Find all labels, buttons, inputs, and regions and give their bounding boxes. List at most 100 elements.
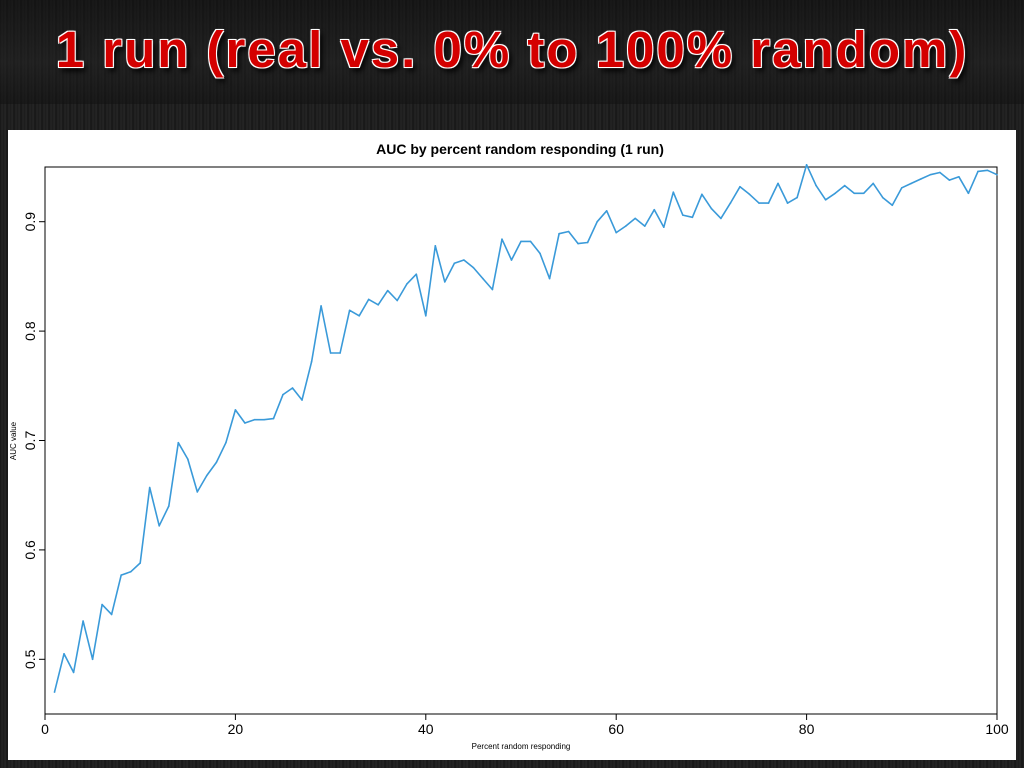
data-point <box>377 304 380 306</box>
data-point <box>739 185 741 188</box>
data-point <box>520 240 522 243</box>
data-point <box>767 202 770 204</box>
data-point <box>663 226 665 228</box>
data-point <box>710 207 713 210</box>
data-point <box>539 252 541 255</box>
x-tick-label: 100 <box>985 721 1009 737</box>
data-points <box>53 164 998 693</box>
data-point <box>291 387 294 389</box>
data-point <box>491 288 494 291</box>
data-point <box>310 360 313 363</box>
data-point <box>158 525 161 527</box>
data-point <box>120 574 122 576</box>
data-point <box>586 241 589 244</box>
data-point <box>472 266 475 269</box>
data-point <box>272 417 275 420</box>
data-point <box>777 182 779 185</box>
data-point <box>920 178 922 180</box>
data-point <box>596 220 598 223</box>
data-point <box>425 314 427 317</box>
data-point <box>805 164 808 166</box>
data-point <box>348 309 351 312</box>
data-point <box>529 240 532 243</box>
data-point <box>929 173 932 176</box>
data-point <box>463 259 465 261</box>
data-point <box>796 196 798 199</box>
chart-title: AUC by percent random responding (1 run) <box>376 141 664 157</box>
data-point <box>453 262 456 265</box>
data-point <box>567 230 570 233</box>
data-point <box>253 418 256 421</box>
y-tick-label: 0.8 <box>22 321 38 341</box>
title-bar <box>0 0 1024 104</box>
data-point <box>91 658 94 661</box>
data-point <box>634 217 637 220</box>
data-point <box>444 281 446 283</box>
data-point <box>701 193 703 196</box>
data-point <box>187 458 189 460</box>
data-point <box>148 486 151 489</box>
data-point <box>482 277 484 280</box>
data-point <box>510 259 513 261</box>
data-point <box>320 305 322 307</box>
data-point <box>824 199 827 201</box>
x-axis-label: Percent random responding <box>472 742 571 751</box>
data-point <box>643 225 646 227</box>
chart-panel: AUC by percent random responding (1 run)… <box>8 130 1016 760</box>
data-point <box>244 422 246 424</box>
data-point <box>263 418 265 421</box>
series-line <box>53 163 998 693</box>
data-point <box>815 184 817 187</box>
data-point <box>72 671 75 674</box>
data-point <box>167 505 170 507</box>
data-point <box>110 613 113 616</box>
x-tick-label: 80 <box>799 721 815 737</box>
data-point <box>958 176 960 178</box>
data-point <box>615 231 617 234</box>
data-point <box>558 232 560 235</box>
y-tick-label: 0.6 <box>22 540 38 560</box>
data-point <box>415 273 418 276</box>
data-point <box>225 441 227 444</box>
data-point <box>234 409 237 411</box>
data-point <box>881 196 884 199</box>
data-point <box>672 191 675 193</box>
data-point <box>206 474 208 477</box>
data-point <box>862 192 865 195</box>
data-point <box>605 209 608 212</box>
data-point <box>653 208 656 211</box>
y-axis: 0.5 0.6 0.7 0.8 0.9 <box>22 212 45 669</box>
data-point <box>758 202 760 204</box>
data-point <box>843 184 846 187</box>
auc-line-chart: AUC by percent random responding (1 run)… <box>9 141 1009 751</box>
data-point <box>405 283 408 285</box>
data-point <box>872 182 875 185</box>
plot-frame <box>44 166 998 715</box>
data-point <box>101 603 103 606</box>
data-point <box>196 491 199 493</box>
data-point <box>682 214 684 216</box>
data-point <box>82 620 84 622</box>
data-point <box>910 182 913 185</box>
data-point <box>786 202 789 204</box>
data-point <box>748 193 751 196</box>
data-point <box>967 192 970 195</box>
data-point <box>434 244 437 247</box>
data-point <box>501 238 503 241</box>
data-point <box>901 186 903 189</box>
data-point <box>129 570 132 573</box>
data-point <box>215 461 218 464</box>
data-point <box>996 173 998 176</box>
slide-title: 1 run (real vs. 0% to 100% random) <box>55 21 969 78</box>
data-point <box>853 192 855 195</box>
data-point <box>177 441 180 444</box>
data-point <box>729 202 732 204</box>
data-point <box>939 171 941 174</box>
data-point <box>329 352 332 354</box>
data-point <box>301 399 303 401</box>
y-tick-label: 0.5 <box>22 649 38 669</box>
y-tick-label: 0.7 <box>22 431 38 451</box>
x-tick-label: 20 <box>228 721 244 737</box>
data-point <box>358 314 360 317</box>
data-point <box>891 204 894 207</box>
